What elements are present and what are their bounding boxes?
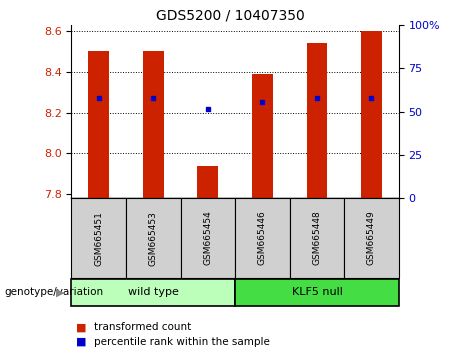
Bar (143, 51, 164, 198)
Text: GDS5200 / 10407350: GDS5200 / 10407350 (156, 9, 305, 23)
Bar (307, 43, 327, 198)
Bar (361, 31, 382, 198)
Bar (89, 51, 109, 198)
Text: GSM665451: GSM665451 (94, 211, 103, 266)
Bar (235, 279, 399, 306)
Bar (344, 198, 399, 278)
Bar (181, 198, 235, 278)
Bar (197, 166, 218, 198)
Text: GSM665448: GSM665448 (313, 211, 321, 266)
Bar (290, 198, 344, 278)
Bar (71, 198, 126, 278)
Text: GSM665454: GSM665454 (203, 211, 213, 266)
Bar (71, 279, 235, 306)
Text: wild type: wild type (128, 287, 179, 297)
Text: ■: ■ (76, 322, 87, 332)
Text: genotype/variation: genotype/variation (5, 287, 104, 297)
Text: GSM665453: GSM665453 (149, 211, 158, 266)
Text: GSM665446: GSM665446 (258, 211, 267, 266)
Text: KLF5 null: KLF5 null (291, 287, 343, 297)
Text: ■: ■ (76, 337, 87, 347)
Bar (235, 198, 290, 278)
Text: percentile rank within the sample: percentile rank within the sample (94, 337, 270, 347)
Text: ▶: ▶ (56, 287, 64, 297)
Text: transformed count: transformed count (94, 322, 191, 332)
Bar (252, 74, 273, 198)
Bar (126, 198, 181, 278)
Text: GSM665449: GSM665449 (367, 211, 376, 266)
